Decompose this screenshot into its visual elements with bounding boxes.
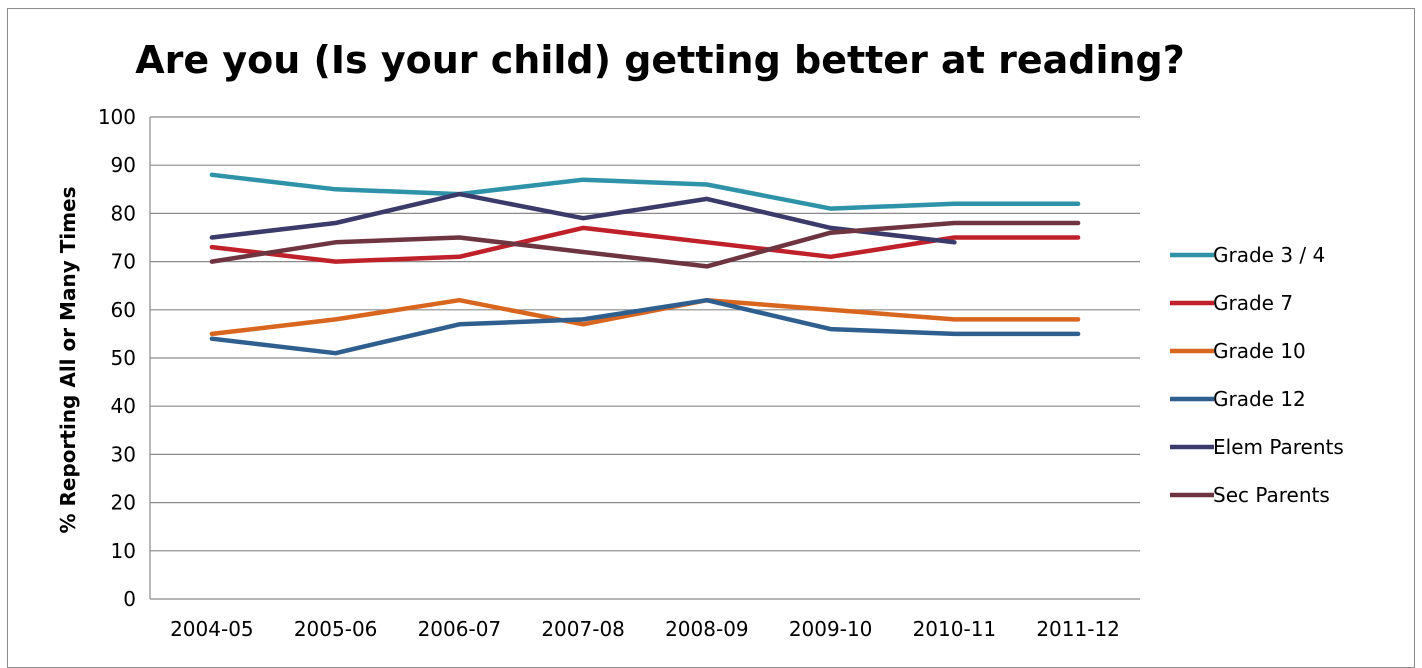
legend-label: Grade 12 — [1213, 387, 1306, 411]
y-tick-label: 30 — [111, 442, 136, 466]
y-tick-label: 20 — [111, 491, 136, 515]
y-axis-ticks: 0 10 20 30 40 50 60 70 80 90 100 — [98, 105, 136, 611]
x-tick-label: 2005-06 — [294, 617, 378, 641]
y-tick-label: 100 — [98, 105, 136, 129]
legend-label: Elem Parents — [1213, 435, 1344, 459]
legend-label: Grade 10 — [1213, 339, 1306, 363]
series-line-sec-parents — [209, 220, 1081, 269]
chart-title: Are you (Is your child) getting better a… — [135, 38, 1185, 82]
y-tick-label: 80 — [111, 201, 136, 225]
series-line-grade-12 — [209, 297, 1081, 356]
y-axis-title: % Reporting All or Many Times — [56, 187, 80, 534]
series-line-elem-parents — [209, 191, 957, 245]
series-lines — [209, 172, 1081, 356]
x-tick-label: 2006-07 — [418, 617, 502, 641]
x-axis-ticks: 2004-05 2005-06 2006-07 2007-08 2008-09 2009-… — [170, 617, 1120, 641]
x-tick-label: 2010-11 — [913, 617, 997, 641]
x-tick-label: 2004-05 — [170, 617, 254, 641]
y-tick-label: 0 — [123, 587, 136, 611]
legend: Grade 3 / 4 Grade 7 Grade 10 Grade 12 Elem P… — [1170, 243, 1344, 507]
y-tick-label: 90 — [111, 153, 136, 177]
y-tick-label: 60 — [111, 298, 136, 322]
y-tick-label: 10 — [111, 539, 136, 563]
series-line-grade-10 — [209, 297, 1081, 337]
y-tick-label: 70 — [111, 250, 136, 274]
legend-label: Sec Parents — [1213, 483, 1330, 507]
x-tick-label: 2007-08 — [541, 617, 625, 641]
gridlines — [149, 116, 1140, 600]
x-tick-label: 2011-12 — [1036, 617, 1120, 641]
x-tick-label: 2008-09 — [665, 617, 749, 641]
y-tick-label: 40 — [111, 394, 136, 418]
legend-label: Grade 3 / 4 — [1213, 243, 1325, 267]
y-tick-label: 50 — [111, 346, 136, 370]
x-tick-label: 2009-10 — [789, 617, 873, 641]
series-line-grade-7 — [209, 225, 1081, 264]
legend-label: Grade 7 — [1213, 291, 1293, 315]
chart-frame — [7, 8, 1415, 668]
series-line-grade-3-4 — [209, 172, 1081, 211]
